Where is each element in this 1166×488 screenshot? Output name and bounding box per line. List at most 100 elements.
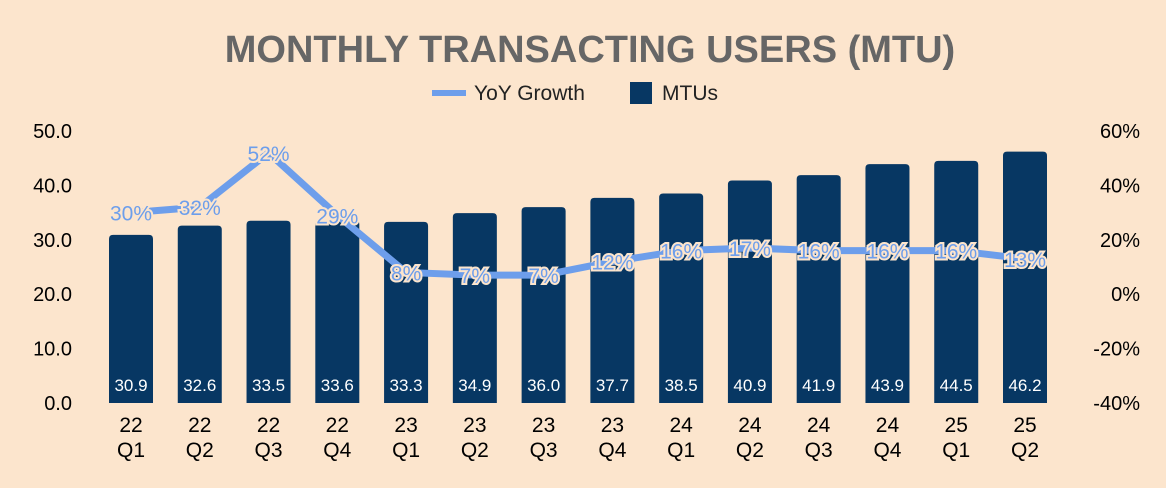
- legend: YoY Growth MTUs: [432, 82, 718, 105]
- line-value-label: 16%: [935, 241, 977, 264]
- bar-mtu: [521, 207, 566, 403]
- x-axis-tick-year: 22: [326, 414, 349, 437]
- right-axis-tick: 0%: [1111, 284, 1140, 306]
- bar-value-label: 33.5: [252, 376, 285, 395]
- x-axis-tick-quarter: Q3: [805, 439, 833, 462]
- line-point: [748, 246, 751, 249]
- left-axis-tick: 20.0: [33, 284, 72, 306]
- left-axis-tick: 10.0: [33, 339, 72, 361]
- line-point: [680, 249, 683, 252]
- bar-value-label: 32.6: [183, 376, 216, 395]
- line-value-label: 13%: [1004, 249, 1046, 272]
- x-axis-tick-quarter: Q4: [873, 439, 901, 462]
- line-value-label: 29%: [316, 205, 358, 228]
- bar-mtu: [452, 213, 497, 403]
- x-axis-tick-year: 24: [876, 414, 900, 437]
- bar-value-label: 38.5: [665, 376, 698, 395]
- x-axis-tick-year: 22: [188, 414, 211, 437]
- bar-mtu: [659, 193, 704, 403]
- x-axis-tick-year: 24: [738, 414, 762, 437]
- x-axis-tick-quarter: Q1: [942, 439, 970, 462]
- bar-value-label: 43.9: [871, 376, 904, 395]
- bar-mtu: [934, 160, 979, 403]
- line-value-label: 7%: [528, 265, 558, 288]
- line-yoy-growth: [130, 149, 1026, 279]
- right-axis-tick: -40%: [1093, 393, 1140, 415]
- line-value-label: 30%: [110, 203, 152, 226]
- line-value-label: 8%: [391, 262, 421, 285]
- line-value-label: 16%: [660, 241, 702, 264]
- x-axis-tick-year: 23: [601, 414, 624, 437]
- line-point: [336, 214, 339, 217]
- bar-value-label: 33.3: [390, 376, 423, 395]
- bar-value-label: 36.0: [527, 376, 560, 395]
- bar-mtu: [590, 197, 635, 403]
- bar-value-label: 44.5: [940, 376, 973, 395]
- line-value-label: 7%: [460, 265, 490, 288]
- bar-mtu: [727, 180, 772, 403]
- bar-mtu: [315, 220, 360, 403]
- line-point: [267, 151, 270, 154]
- x-axis-tick-quarter: Q2: [186, 439, 214, 462]
- x-axis-tick-year: 23: [463, 414, 486, 437]
- bar-value-label: 46.2: [1008, 376, 1041, 395]
- line-point: [542, 274, 545, 277]
- legend-yoy-label: YoY Growth: [474, 82, 585, 105]
- line-point: [198, 206, 201, 209]
- left-axis-tick: 0.0: [44, 393, 72, 415]
- x-axis-tick-year: 23: [394, 414, 417, 437]
- legend-bar-swatch: [630, 82, 652, 104]
- x-axis-tick-quarter: Q2: [736, 439, 764, 462]
- right-axis-tick: 20%: [1100, 230, 1140, 252]
- bar-mtu: [796, 175, 841, 403]
- x-axis-tick-quarter: Q3: [530, 439, 558, 462]
- line-point: [611, 260, 614, 263]
- line-value-label: 17%: [729, 238, 771, 261]
- x-axis-tick-quarter: Q4: [323, 439, 351, 462]
- left-axis-tick: 50.0: [33, 121, 72, 143]
- x-axis-tick-quarter: Q1: [667, 439, 695, 462]
- line-value-label: 16%: [798, 241, 840, 264]
- line-point: [886, 249, 889, 252]
- line-point: [817, 249, 820, 252]
- bar-value-label: 30.9: [114, 376, 147, 395]
- x-axis-tick-year: 22: [119, 414, 142, 437]
- left-axis-tick: 40.0: [33, 175, 72, 197]
- bar-value-label: 34.9: [458, 376, 491, 395]
- line-point: [955, 249, 958, 252]
- line-point: [130, 211, 132, 214]
- x-axis-tick-quarter: Q1: [392, 439, 420, 462]
- right-axis-tick: 60%: [1100, 121, 1140, 143]
- x-axis-tick-year: 24: [669, 414, 693, 437]
- x-axis-tick-quarter: Q2: [461, 439, 489, 462]
- x-axis-tick-quarter: Q2: [1011, 439, 1039, 462]
- bar-mtu: [177, 225, 222, 403]
- bar-mtu: [865, 164, 910, 403]
- bar-mtu: [109, 234, 153, 403]
- x-axis-tick-quarter: Q1: [117, 439, 145, 462]
- line-point: [473, 274, 476, 277]
- x-axis-tick-year: 24: [807, 414, 831, 437]
- legend-mtu-label: MTUs: [662, 82, 718, 105]
- chart-title: MONTHLY TRANSACTING USERS (MTU): [225, 29, 955, 71]
- line-value-label: 52%: [248, 143, 290, 166]
- x-axis-tick-year: 25: [1013, 414, 1036, 437]
- x-axis-tick-year: 22: [257, 414, 280, 437]
- right-axis-tick: 40%: [1100, 175, 1140, 197]
- bar-mtu: [1003, 151, 1047, 403]
- bar-value-label: 41.9: [802, 376, 835, 395]
- left-axis-tick: 30.0: [33, 230, 72, 252]
- bar-value-label: 33.6: [321, 376, 354, 395]
- line-point: [405, 271, 408, 274]
- x-axis-tick-quarter: Q3: [255, 439, 283, 462]
- x-axis-tick-quarter: Q4: [598, 439, 626, 462]
- x-axis-tick-year: 23: [532, 414, 555, 437]
- line-value-label: 32%: [179, 197, 221, 220]
- line-value-label: 12%: [591, 252, 633, 275]
- line-value-label: 16%: [866, 241, 908, 264]
- x-axis-tick-year: 25: [945, 414, 968, 437]
- bar-value-label: 37.7: [596, 376, 629, 395]
- line-point: [1024, 257, 1026, 260]
- bar-value-label: 40.9: [733, 376, 766, 395]
